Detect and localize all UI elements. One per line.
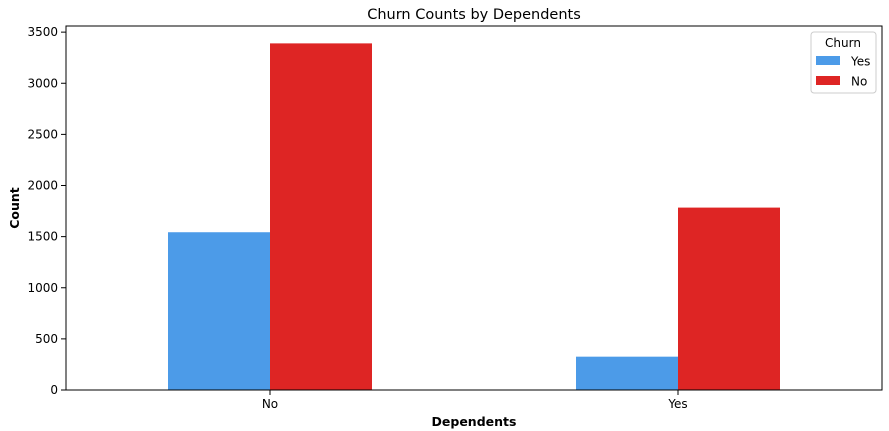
y-tick-label: 1500 xyxy=(27,230,58,244)
legend-swatch-no xyxy=(816,76,840,85)
y-axis-label: Count xyxy=(7,187,22,229)
bar-yes-yes xyxy=(576,356,678,390)
plot-frame xyxy=(65,25,883,391)
legend: Churn Yes No xyxy=(810,31,877,94)
legend-label-no: No xyxy=(851,75,867,89)
y-tick-label: 3500 xyxy=(27,25,58,39)
y-tick-label: 2500 xyxy=(27,127,58,141)
x-tick-label: Yes xyxy=(667,397,687,411)
legend-title: Churn xyxy=(825,36,861,50)
bar-no-yes xyxy=(678,207,780,390)
bar-yes-no xyxy=(168,232,270,390)
x-tick-label: No xyxy=(262,397,278,411)
bar-no-no xyxy=(270,43,372,391)
y-tick-label: 1000 xyxy=(27,281,58,295)
plot-area: 0 500 1000 1500 2000 2500 3000 3500 No Yes xyxy=(27,25,780,411)
y-tick-label: 2000 xyxy=(27,179,58,193)
y-tick-label: 3000 xyxy=(27,76,58,90)
y-tick-label: 500 xyxy=(35,332,58,346)
x-axis-label: Dependents xyxy=(432,414,517,429)
legend-swatch-yes xyxy=(816,56,840,65)
y-tick-label: 0 xyxy=(50,383,58,397)
legend-label-yes: Yes xyxy=(850,55,870,69)
chart-title: Churn Counts by Dependents xyxy=(367,7,581,23)
